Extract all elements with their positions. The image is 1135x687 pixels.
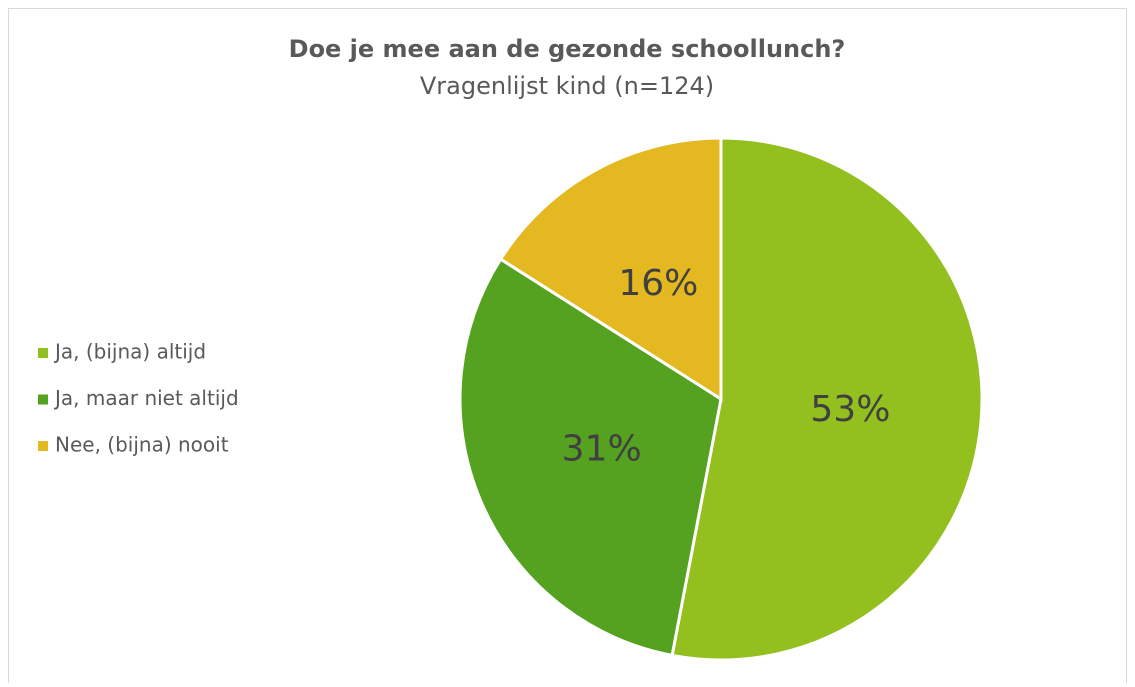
data-label: 31% [562,429,642,470]
data-label: 16% [618,263,698,304]
legend-swatch [38,394,48,405]
legend-label: Ja, (bijna) altijd [53,340,206,364]
data-label: 53% [810,389,890,430]
pie-slice [498,136,723,402]
pie-slice [670,136,984,662]
chart-subtitle: Vragenlijst kind (n=124) [420,72,714,100]
chart-title: Doe je mee aan de gezonde schoollunch? [289,35,846,63]
legend-label: Nee, (bijna) nooit [55,433,229,457]
legend-swatch [38,441,48,451]
legend-label: Ja, maar niet altijd [53,386,239,410]
legend-swatch [38,348,48,358]
